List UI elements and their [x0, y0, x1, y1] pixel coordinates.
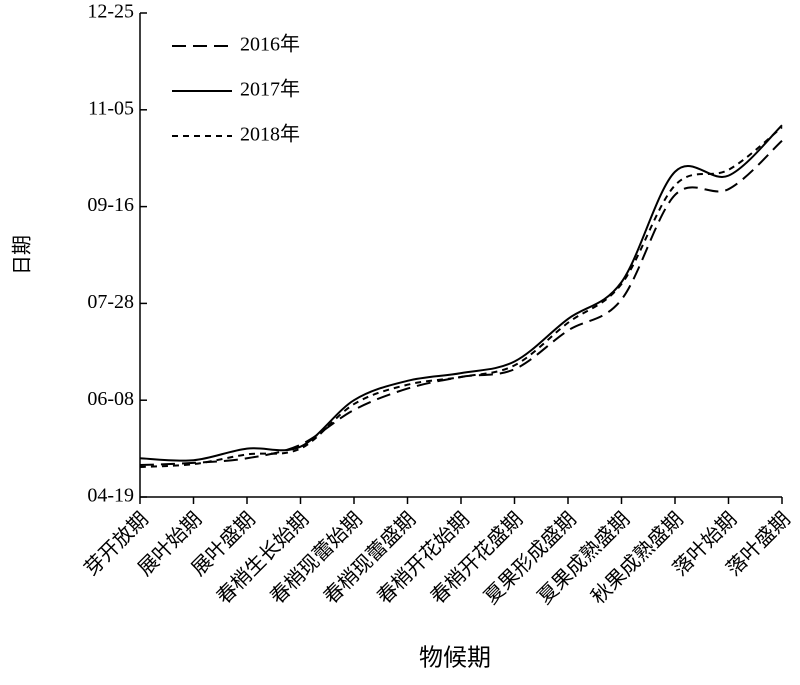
x-tick-label: 春梢现蕾始期	[266, 508, 367, 609]
x-tick-label: 春梢开花始期	[373, 508, 474, 609]
y-axis-label: 日期	[12, 235, 34, 275]
y-tick-label: 09-16	[87, 194, 134, 216]
series-line	[139, 126, 783, 468]
y-tick-label: 11-05	[88, 97, 134, 119]
legend-label: 2018年	[240, 123, 300, 146]
y-tick-label: 07-28	[87, 291, 134, 313]
series-line	[139, 124, 783, 462]
x-tick-label: 春梢开花盛期	[426, 508, 527, 609]
x-tick-label: 夏果形成盛期	[480, 508, 581, 609]
y-tick-label: 04-19	[87, 485, 134, 507]
x-tick-label: 夏果成熟盛期	[533, 508, 634, 609]
x-tick-label: 春梢生长始期	[212, 508, 313, 609]
legend-label: 2016年	[240, 33, 300, 56]
x-tick-label: 春梢现蕾盛期	[319, 508, 420, 609]
series-line	[139, 140, 783, 467]
x-axis-label: 物候期	[419, 645, 491, 672]
legend-label: 2017年	[240, 78, 300, 101]
x-tick-label: 秋果成熟盛期	[587, 508, 688, 609]
y-tick-label: 06-08	[87, 388, 134, 410]
y-tick-label: 12-25	[87, 1, 134, 23]
